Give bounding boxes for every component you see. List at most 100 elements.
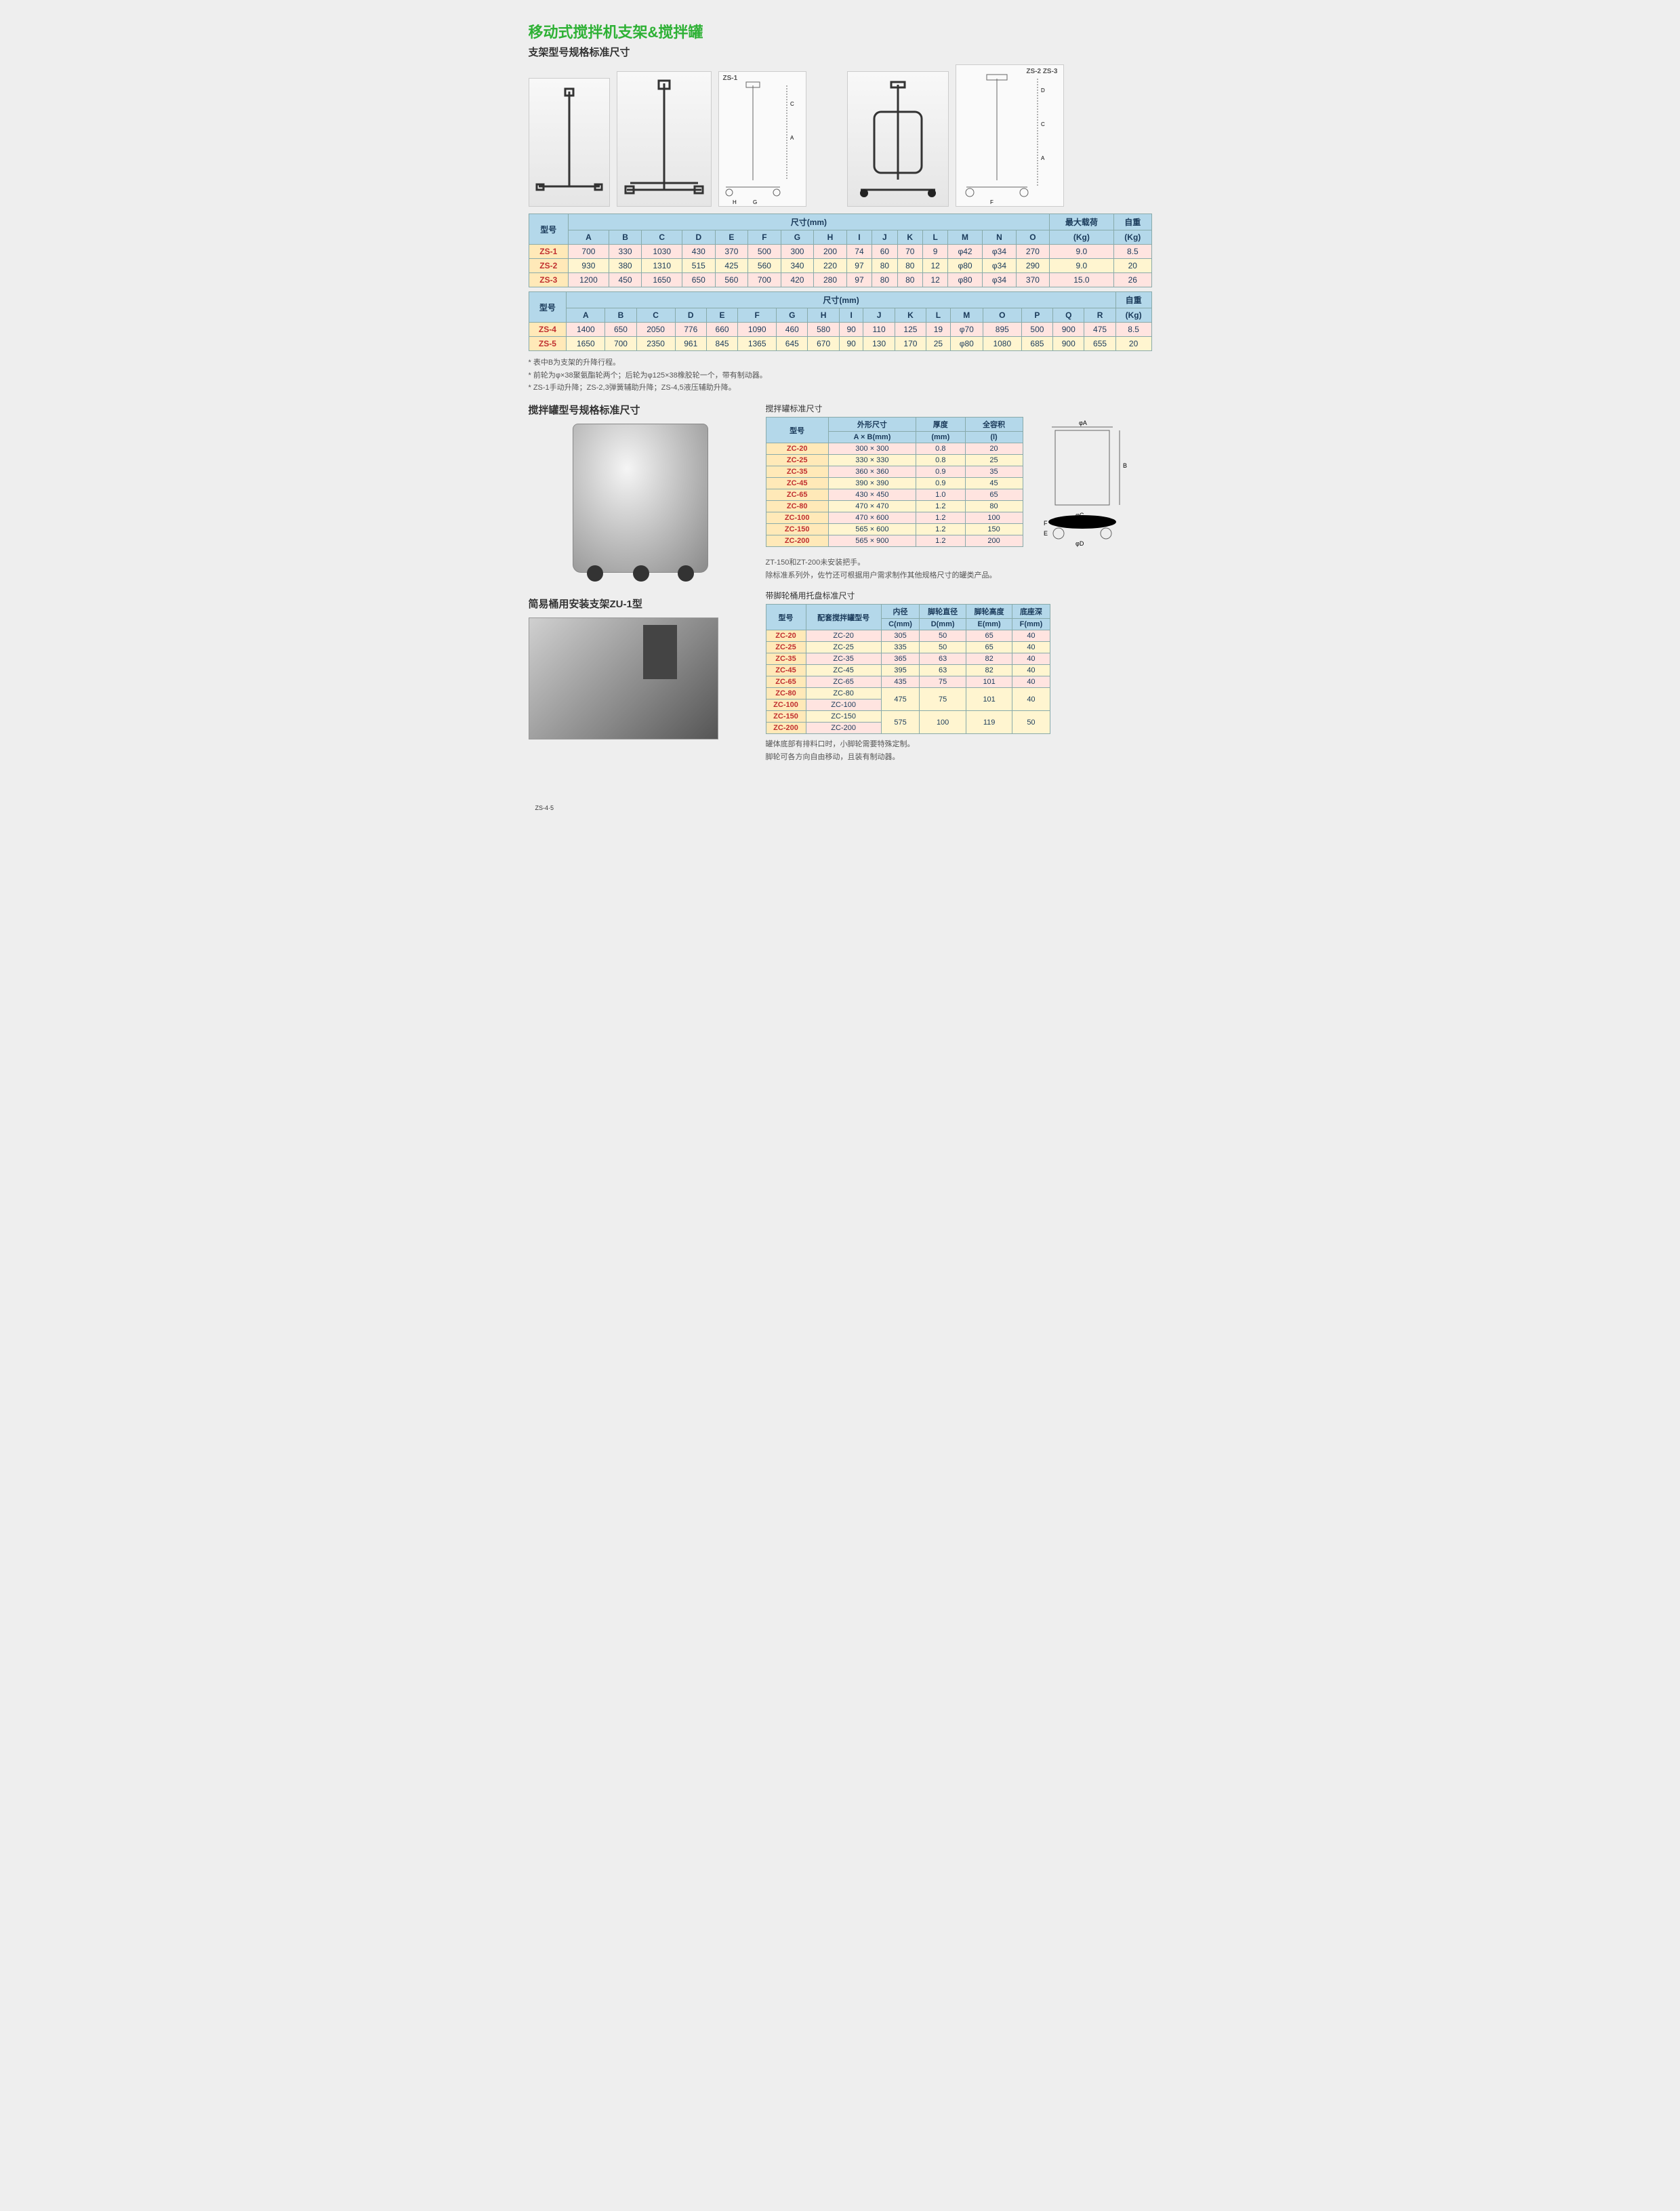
- data-cell: φ34: [982, 259, 1016, 273]
- svg-text:B: B: [1123, 462, 1127, 469]
- model-cell: ZC-20: [766, 630, 806, 642]
- data-cell: 40: [1012, 653, 1050, 665]
- t1-kg: (Kg): [1049, 230, 1113, 245]
- data-cell: 560: [715, 273, 748, 287]
- tr-h-d: D(mm): [920, 619, 966, 630]
- t2-col: O: [983, 308, 1021, 323]
- data-cell: 700: [748, 273, 781, 287]
- data-cell: 1080: [983, 337, 1021, 351]
- data-cell: 1.2: [916, 501, 966, 512]
- model-cell: ZC-200: [766, 535, 828, 547]
- t2-col: L: [926, 308, 951, 323]
- data-cell: 220: [814, 259, 847, 273]
- data-cell: 101: [966, 676, 1012, 688]
- t2-h-weight: 自重: [1115, 292, 1151, 308]
- diagram-zs1: ZS-1 CA GH: [718, 71, 806, 207]
- svg-text:φC: φC: [1075, 512, 1084, 519]
- t2-h-model: 型号: [529, 292, 567, 323]
- data-cell: 280: [814, 273, 847, 287]
- data-cell: 0.9: [916, 478, 966, 489]
- table-row: ZC-25330 × 3300.825: [766, 455, 1023, 466]
- data-cell: 80: [872, 259, 897, 273]
- svg-text:E: E: [1044, 530, 1048, 537]
- data-cell: 20: [965, 443, 1023, 455]
- data-cell: ZC-100: [806, 699, 881, 711]
- zu1-photo: [529, 617, 718, 739]
- data-cell: 1030: [642, 245, 682, 259]
- svg-text:G: G: [753, 199, 757, 205]
- tank-diagram: φA B φC φD FE: [1038, 417, 1140, 552]
- data-cell: 360 × 360: [828, 466, 916, 478]
- t1-col: L: [922, 230, 947, 245]
- tank-table: 型号 外形尺寸 厚度 全容积 A × B(mm) (mm) (l) ZC-203…: [766, 417, 1023, 547]
- data-cell: ZC-45: [806, 665, 881, 676]
- t2-col: Q: [1053, 308, 1084, 323]
- data-cell: 1090: [738, 323, 777, 337]
- data-cell: 515: [682, 259, 716, 273]
- data-cell: 97: [846, 259, 872, 273]
- t2-kg: (Kg): [1115, 308, 1151, 323]
- model-cell: ZS-2: [529, 259, 569, 273]
- t2-col: F: [738, 308, 777, 323]
- data-cell: 1.2: [916, 535, 966, 547]
- data-cell: 500: [748, 245, 781, 259]
- svg-text:A: A: [790, 135, 794, 141]
- data-cell: φ34: [982, 273, 1016, 287]
- data-cell: 270: [1017, 245, 1050, 259]
- data-cell: 75: [920, 688, 966, 711]
- data-cell: 700: [569, 245, 609, 259]
- data-cell: 335: [881, 642, 920, 653]
- data-cell: 9.0: [1049, 245, 1113, 259]
- data-cell: 430 × 450: [828, 489, 916, 501]
- model-cell: ZC-150: [766, 711, 806, 723]
- model-cell: ZC-45: [766, 478, 828, 489]
- t1-col: N: [982, 230, 1016, 245]
- table-row: ZC-20ZC-20305506540: [766, 630, 1050, 642]
- tray-notes: 罐体底部有排料口时，小脚轮需要特殊定制。 脚轮可各方向自由移动，且装有制动器。: [766, 738, 1152, 763]
- diagram-zs23-label: ZS-2 ZS-3: [1026, 68, 1057, 75]
- data-cell: 475: [881, 688, 920, 711]
- tr-h-c: C(mm): [881, 619, 920, 630]
- data-cell: 200: [965, 535, 1023, 547]
- data-cell: 290: [1017, 259, 1050, 273]
- data-cell: 655: [1084, 337, 1115, 351]
- note-line: * ZS-1手动升降；ZS-2,3弹簧辅助升降；ZS-4,5液压辅助升降。: [529, 382, 1152, 394]
- t1-h-load: 最大载荷: [1049, 214, 1113, 230]
- note-line: 罐体底部有排料口时，小脚轮需要特殊定制。: [766, 738, 1152, 751]
- data-cell: 0.8: [916, 443, 966, 455]
- t2-col: M: [950, 308, 983, 323]
- t2-col: H: [808, 308, 839, 323]
- data-cell: ZC-200: [806, 723, 881, 734]
- data-cell: 74: [846, 245, 872, 259]
- tr-h-f: F(mm): [1012, 619, 1050, 630]
- data-cell: 961: [675, 337, 706, 351]
- t1-col: A: [569, 230, 609, 245]
- data-cell: 900: [1053, 323, 1084, 337]
- data-cell: 40: [1012, 688, 1050, 711]
- data-cell: 645: [777, 337, 808, 351]
- data-cell: 895: [983, 323, 1021, 337]
- t1-col: D: [682, 230, 716, 245]
- t2-col: I: [839, 308, 863, 323]
- data-cell: 65: [966, 642, 1012, 653]
- svg-text:H: H: [733, 199, 737, 205]
- table-row: ZC-20300 × 3000.820: [766, 443, 1023, 455]
- data-cell: 200: [814, 245, 847, 259]
- data-cell: 380: [609, 259, 642, 273]
- data-cell: 776: [675, 323, 706, 337]
- data-cell: 82: [966, 665, 1012, 676]
- model-cell: ZC-65: [766, 489, 828, 501]
- tank-photo: [573, 424, 708, 573]
- t2-col: C: [636, 308, 675, 323]
- model-cell: ZC-25: [766, 455, 828, 466]
- data-cell: 1400: [567, 323, 605, 337]
- data-cell: 150: [965, 524, 1023, 535]
- t1-col: B: [609, 230, 642, 245]
- data-cell: 8.5: [1115, 323, 1151, 337]
- tr-h-wh: 脚轮高度: [966, 605, 1012, 619]
- data-cell: 50: [1012, 711, 1050, 734]
- t2-col: K: [895, 308, 926, 323]
- tr-h-wd: 脚轮直径: [920, 605, 966, 619]
- data-cell: 63: [920, 665, 966, 676]
- table-row: ZC-45390 × 3900.945: [766, 478, 1023, 489]
